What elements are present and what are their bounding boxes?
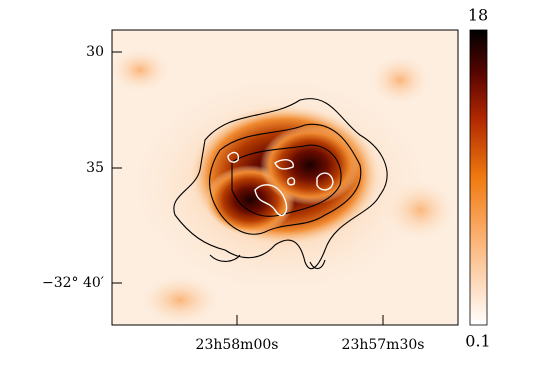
plot-frame [111,29,459,326]
x-tick-label: 23h58m00s [196,337,279,353]
x-tick-label: 23h57m30s [342,337,425,353]
y-tick-label: −32° 40′ [42,275,104,291]
colorbar-min: 0.1 [465,332,490,351]
y-tick-label: 30 [86,44,104,60]
colorbar [469,29,488,326]
colorbar-max: 18 [468,6,488,25]
sky-image [112,30,458,325]
y-tick-label: 35 [86,160,104,176]
